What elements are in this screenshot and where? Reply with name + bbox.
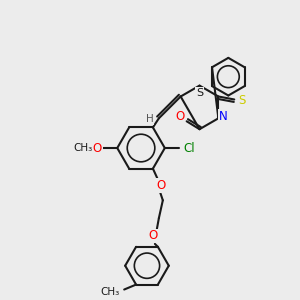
Text: O: O	[156, 179, 166, 192]
Text: H: H	[146, 114, 154, 124]
Text: Cl: Cl	[184, 142, 195, 154]
Text: CH₃: CH₃	[101, 286, 120, 296]
Text: S: S	[238, 94, 246, 107]
Text: N: N	[219, 110, 228, 123]
Text: O: O	[93, 142, 102, 154]
Text: CH₃: CH₃	[73, 143, 92, 153]
Text: O: O	[175, 110, 184, 123]
Text: O: O	[148, 230, 158, 242]
Text: S: S	[196, 88, 203, 98]
